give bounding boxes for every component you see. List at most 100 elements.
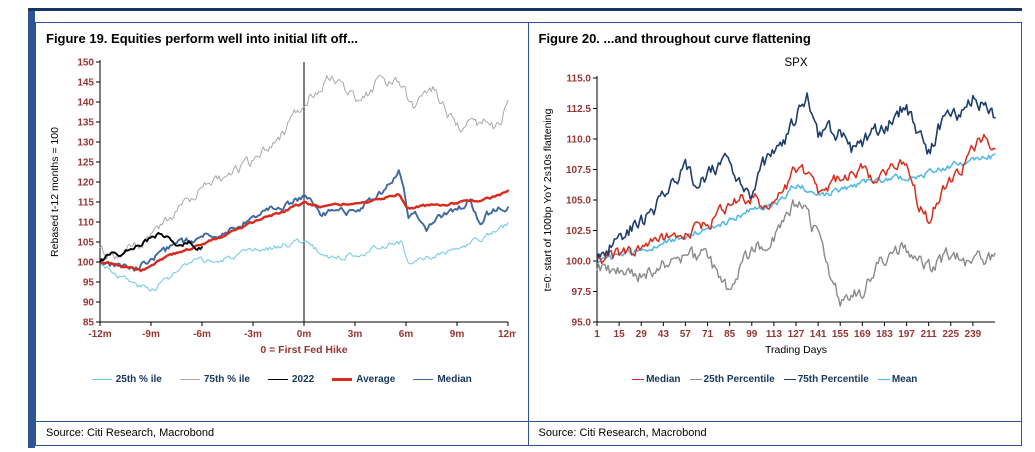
legend-label: Average: [356, 374, 396, 385]
left-accent-bar: [28, 8, 35, 448]
legend-item-75th-percentile: 75th Percentile: [783, 374, 869, 385]
legend-label: 2022: [291, 374, 315, 385]
svg-text:97.5: 97.5: [571, 287, 591, 298]
legend-label: Median: [437, 374, 472, 385]
svg-text:85: 85: [83, 318, 95, 329]
svg-text:3m: 3m: [348, 329, 363, 340]
svg-text:-3m: -3m: [244, 329, 262, 340]
figure-20-source: Source: Citi Research, Macrobond: [538, 427, 707, 439]
top-rule: [28, 8, 1022, 11]
svg-text:1: 1: [594, 329, 600, 340]
legend-swatch: [689, 378, 702, 381]
svg-text:SPX: SPX: [784, 57, 807, 69]
svg-text:100: 100: [77, 258, 94, 269]
svg-text:183: 183: [876, 329, 893, 340]
figure-19-chart: 85 90 95 100 105 110 115 120 125 130 135 140 145 150 -…: [49, 58, 516, 357]
legend-swatch: [91, 378, 112, 381]
legend-label: 75th Percentile: [797, 374, 869, 385]
svg-text:9m: 9m: [450, 329, 465, 340]
svg-text:135: 135: [77, 118, 94, 129]
svg-text:95.0: 95.0: [571, 318, 591, 329]
svg-text:141: 141: [809, 329, 826, 340]
svg-text:225: 225: [942, 329, 959, 340]
svg-text:120: 120: [77, 178, 94, 189]
svg-text:145: 145: [77, 78, 94, 89]
series-line-average: [98, 189, 510, 273]
legend-swatch: [332, 378, 353, 381]
series-line-75th-percentile: [595, 92, 996, 264]
svg-text:85: 85: [724, 329, 736, 340]
svg-text:29: 29: [635, 329, 647, 340]
svg-text:-12m: -12m: [88, 329, 111, 340]
legend-item-average: Average: [332, 374, 395, 385]
legend-item-25th-ile: 25th % ile: [91, 374, 162, 385]
svg-text:Trading Days: Trading Days: [764, 344, 826, 356]
legend-swatch: [179, 378, 200, 381]
svg-text:140: 140: [77, 98, 94, 109]
svg-text:125: 125: [77, 158, 94, 169]
svg-text:-9m: -9m: [142, 329, 160, 340]
legend-item-75th-ile: 75th % ile: [179, 374, 250, 385]
panel-figure-20: Figure 20. ...and throughout curve flatt…: [528, 23, 1021, 445]
legend-label: 25th Percentile: [703, 374, 775, 385]
svg-text:105: 105: [77, 238, 94, 249]
svg-text:150: 150: [77, 58, 94, 69]
series-line-25th-ile: [99, 221, 509, 292]
figure-19-legend: 25th % ile 75th % ile 2022 Average Median: [46, 374, 518, 385]
svg-text:197: 197: [898, 329, 915, 340]
legend-label: 25th % ile: [115, 374, 162, 385]
svg-text:6m: 6m: [399, 329, 414, 340]
svg-text:95: 95: [83, 278, 95, 289]
source-divider: [36, 421, 528, 422]
legend-swatch: [267, 378, 288, 381]
legend-swatch: [877, 378, 890, 381]
legend-swatch: [632, 378, 645, 381]
legend-item-mean: Mean: [877, 374, 918, 385]
svg-text:115.0: 115.0: [566, 74, 591, 85]
legend-swatch: [783, 378, 796, 381]
svg-text:99: 99: [746, 329, 758, 340]
legend-item-median: Median: [413, 374, 472, 385]
legend-item-median: Median: [632, 374, 681, 385]
panel-figure-19: Figure 19. Equities perform well into in…: [36, 23, 529, 445]
series-line-median: [99, 169, 509, 272]
svg-text:Rebased t-12 months = 100: Rebased t-12 months = 100: [49, 127, 61, 257]
legend-label: Mean: [891, 374, 918, 385]
svg-text:110.0: 110.0: [566, 135, 591, 146]
svg-text:113: 113: [765, 329, 782, 340]
series-line-mean: [595, 153, 996, 264]
legend-item-2022: 2022: [267, 374, 315, 385]
svg-text:102.5: 102.5: [565, 226, 590, 237]
svg-text:127: 127: [787, 329, 804, 340]
svg-text:90: 90: [83, 298, 95, 309]
series-line-2022: [99, 231, 203, 263]
svg-text:0 = First Fed Hike: 0 = First Fed Hike: [260, 344, 347, 356]
svg-text:43: 43: [657, 329, 669, 340]
legend-label: 75th % ile: [203, 374, 250, 385]
svg-text:110: 110: [78, 218, 95, 229]
svg-text:105.0: 105.0: [565, 196, 590, 207]
legend-label: Median: [646, 374, 681, 385]
figure-20-chart: 95.097.5100.0102.5105.0107.5110.0112.511…: [542, 57, 996, 356]
series-line-median: [595, 133, 996, 265]
svg-text:107.5: 107.5: [565, 165, 590, 176]
legend-swatch: [413, 378, 434, 381]
legend-item-25th-percentile: 25th Percentile: [689, 374, 775, 385]
svg-text:239: 239: [964, 329, 981, 340]
svg-text:12m: 12m: [498, 329, 516, 340]
svg-text:57: 57: [679, 329, 691, 340]
svg-text:130: 130: [77, 138, 94, 149]
series-line-25th-percentile: [595, 199, 996, 307]
svg-text:112.5: 112.5: [566, 104, 591, 115]
figure-20-legend: Median 25th Percentile 75th Percentile Mean: [539, 374, 1012, 385]
svg-text:t=0: start of 100bp YoY 2s10s: t=0: start of 100bp YoY 2s10s flattening: [542, 108, 554, 291]
figure-19-source: Source: Citi Research, Macrobond: [46, 427, 215, 439]
figure-19-source-row: Source: Citi Research, Macrobond: [36, 421, 528, 442]
svg-text:15: 15: [613, 329, 625, 340]
figure-20-source-row: Source: Citi Research, Macrobond: [528, 421, 1021, 442]
svg-text:0m: 0m: [297, 329, 312, 340]
figure-19-title: Figure 19. Equities perform well into in…: [46, 31, 359, 46]
svg-text:-6m: -6m: [193, 329, 211, 340]
charts-box: Figure 19. Equities perform well into in…: [35, 22, 1022, 446]
